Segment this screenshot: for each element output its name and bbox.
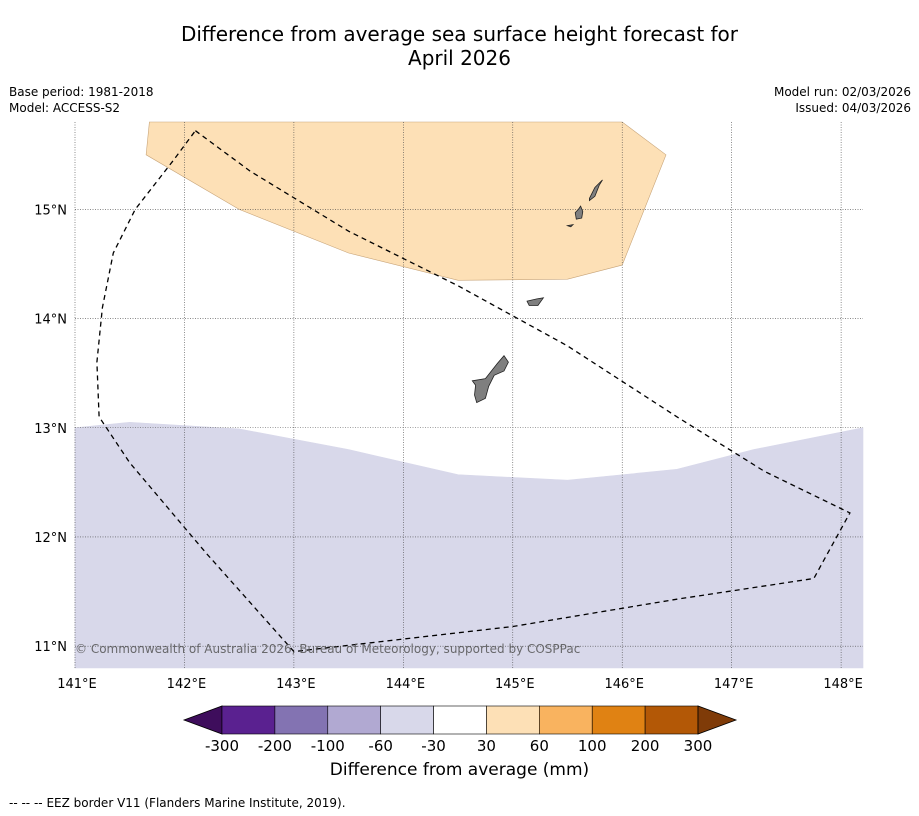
- eez-border-line: [96, 130, 851, 653]
- longitude-labels: 141°E 142°E 143°E 144°E 145°E 146°E 147°E 148°E: [57, 677, 863, 692]
- model-run-text: Model run: 02/03/2026: [773, 85, 911, 99]
- island-aguijan: [565, 223, 575, 228]
- chart-title: Difference from average sea surface heig…: [0, 22, 919, 70]
- colorbar-tick-7: 100: [578, 737, 607, 755]
- islands: [471, 179, 603, 404]
- lon-label-144: 144°E: [386, 677, 426, 692]
- lat-label-15: 15°N: [34, 203, 67, 218]
- footnote: -- -- -- EEZ border V11 (Flanders Marine…: [9, 796, 346, 810]
- meta-right: Model run: 02/03/2026 Issued: 04/03/2026: [774, 84, 911, 116]
- meta-left: Base period: 1981-2018 Model: ACCESS-S2: [9, 84, 154, 116]
- colorbar-tick-labels: -300 -200 -100 -60 -30 30 60 100 200 300: [205, 737, 712, 755]
- island-guam: [471, 355, 509, 404]
- region-anomaly-30-60: [145, 121, 667, 281]
- colorbar-extend-high: [697, 705, 738, 735]
- lat-label-13: 13°N: [34, 422, 67, 437]
- lon-label-148: 148°E: [823, 677, 863, 692]
- colorbar-bin-8: [644, 705, 699, 735]
- colorbar-tick-3: -60: [368, 737, 393, 755]
- colorbar-tick-1: -200: [258, 737, 292, 755]
- colorbar-bin-4: [433, 705, 487, 735]
- colorbar-tick-2: -100: [311, 737, 345, 755]
- lon-label-147: 147°E: [714, 677, 754, 692]
- colorbar-bin-6: [539, 705, 593, 735]
- chart-title-line1: Difference from average sea surface heig…: [180, 22, 739, 46]
- colorbar-extend-low: [182, 705, 223, 735]
- eez-border: [96, 130, 851, 653]
- colorbar-tick-9: 300: [684, 737, 713, 755]
- island-saipan: [589, 179, 603, 202]
- lon-label-142: 142°E: [167, 677, 207, 692]
- lon-label-143: 143°E: [276, 677, 316, 692]
- colorbar-tick-5: 30: [477, 737, 496, 755]
- issued-text: Issued: 04/03/2026: [795, 101, 911, 115]
- latitude-labels: 15°N 14°N 13°N 12°N 11°N: [34, 203, 67, 655]
- graticule: [74, 122, 863, 668]
- lat-label-11: 11°N: [34, 640, 67, 655]
- lon-label-146: 146°E: [604, 677, 644, 692]
- chart-title-line2: April 2026: [408, 46, 511, 70]
- lat-label-14: 14°N: [34, 313, 67, 328]
- lon-label-145: 145°E: [495, 677, 535, 692]
- colorbar-bin-2: [327, 705, 381, 735]
- footnote-text: EEZ border V11 (Flanders Marine Institut…: [46, 796, 346, 810]
- colorbar-tick-0: -300: [205, 737, 239, 755]
- island-rota: [526, 297, 545, 306]
- colorbar-bin-5: [486, 705, 540, 735]
- colorbar-tick-6: 60: [530, 737, 549, 755]
- anomaly-regions: [74, 121, 864, 669]
- island-tinian: [574, 205, 584, 220]
- model-text: Model: ACCESS-S2: [9, 101, 121, 115]
- copyright-text: © Commonwealth of Australia 2026, Bureau…: [75, 642, 580, 656]
- colorbar-bin-7: [591, 705, 646, 735]
- base-period-text: Base period: 1981-2018: [9, 85, 154, 99]
- colorbar-tick-4: -30: [421, 737, 446, 755]
- colorbar-label: Difference from average (mm): [329, 760, 590, 780]
- eez-legend-marker: -- -- --: [9, 796, 43, 810]
- lat-label-12: 12°N: [34, 531, 67, 546]
- colorbar-tick-8: 200: [631, 737, 660, 755]
- lon-label-141: 141°E: [57, 677, 97, 692]
- colorbar-bin-1: [274, 705, 329, 735]
- colorbar-bin-3: [380, 705, 434, 735]
- colorbar: [182, 705, 738, 735]
- colorbar-bin-0: [221, 705, 276, 735]
